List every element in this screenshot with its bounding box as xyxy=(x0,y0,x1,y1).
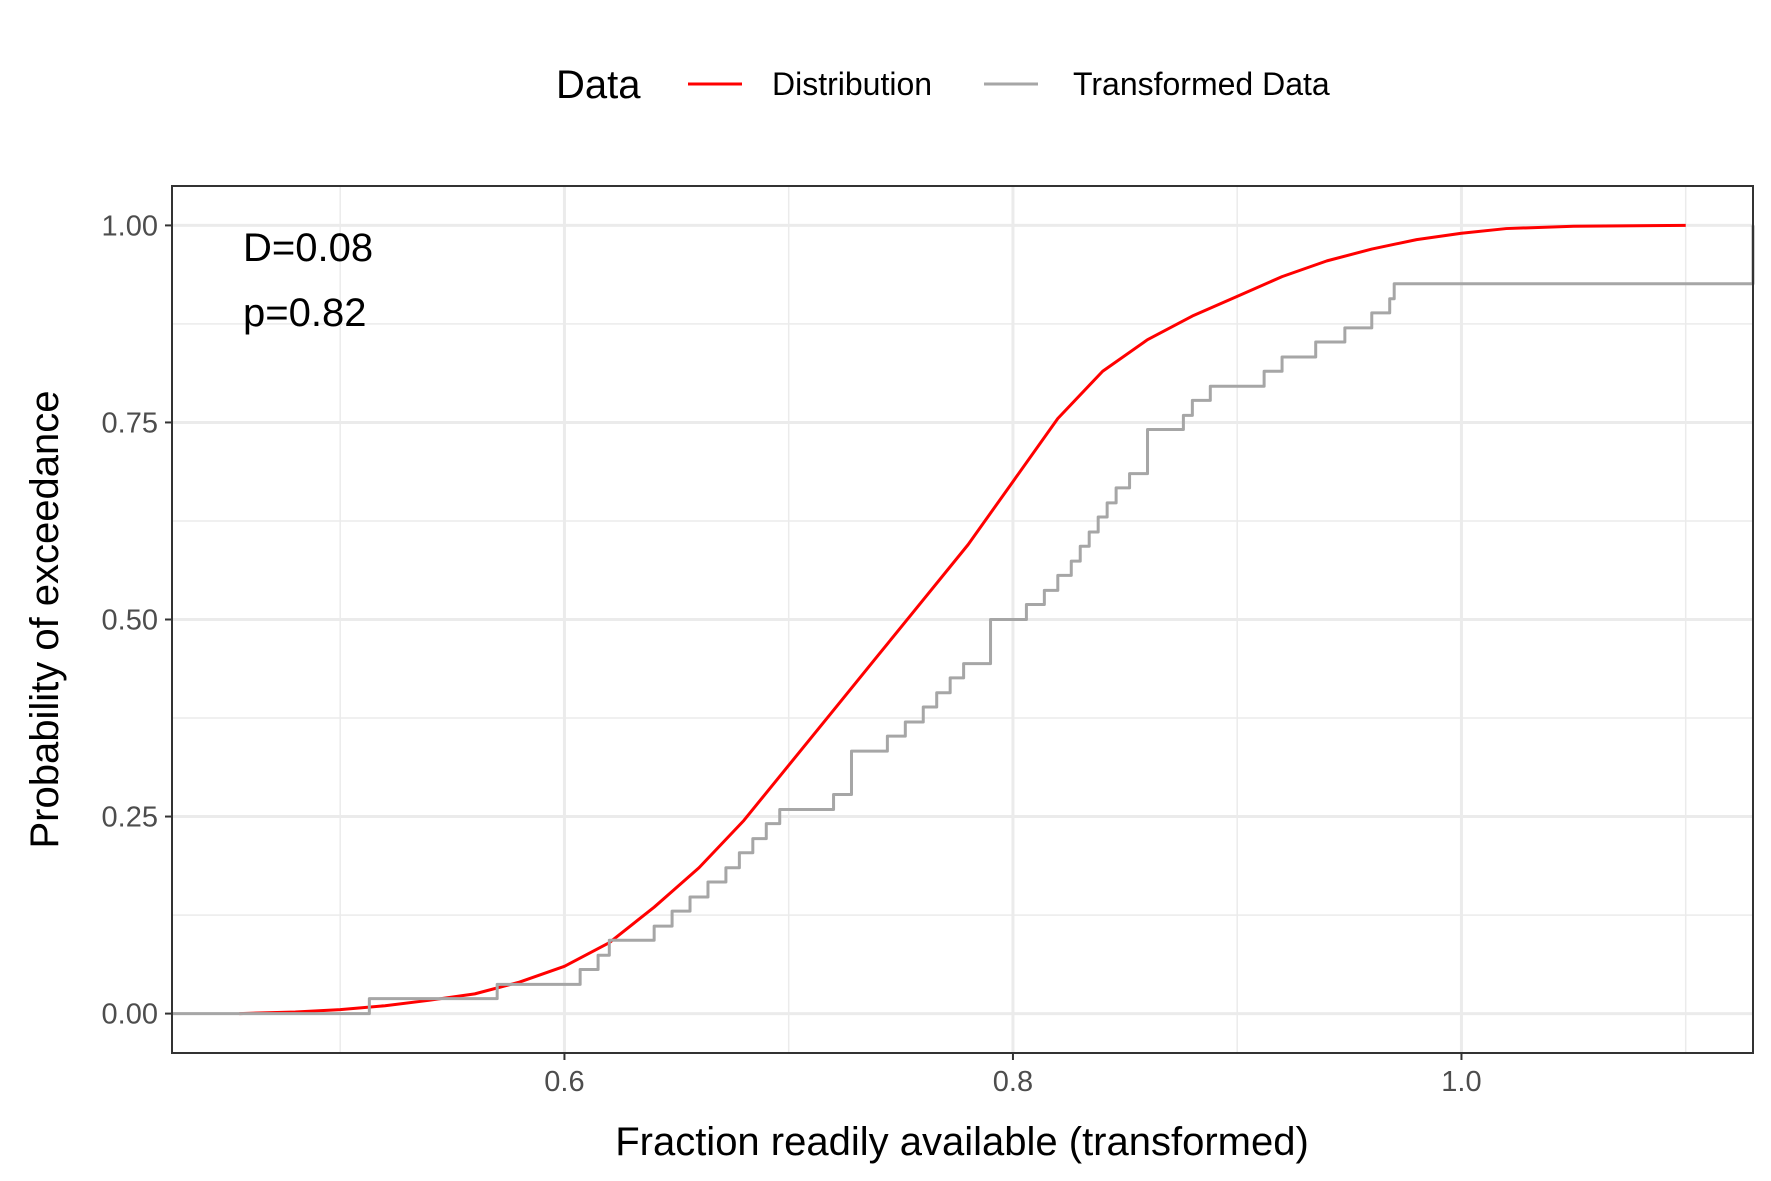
y-tick-label: 0.25 xyxy=(102,802,158,834)
x-axis: 0.6 0.8 1.0 xyxy=(544,1053,1482,1098)
y-axis-title: Probability of exceedance xyxy=(23,390,67,848)
series-line-transformed-data xyxy=(172,225,1755,1016)
y-tick-label: 0.00 xyxy=(102,999,158,1031)
series-layer xyxy=(172,223,1755,1016)
annotation-d-statistic: D=0.08 xyxy=(243,226,373,270)
legend: Data Distribution Transformed Data xyxy=(556,63,1330,107)
y-tick-label: 0.50 xyxy=(102,605,158,637)
annotation-p-value: p=0.82 xyxy=(243,291,366,335)
x-tick-label: 0.8 xyxy=(993,1066,1033,1098)
x-tick-label: 0.6 xyxy=(544,1066,584,1098)
series-line-distribution xyxy=(239,223,1686,1016)
y-tick-label: 1.00 xyxy=(102,210,158,242)
y-tick-label: 0.75 xyxy=(102,407,158,439)
legend-label-distribution: Distribution xyxy=(772,66,932,102)
plot-panel xyxy=(171,185,1755,1054)
legend-label-transformed-data: Transformed Data xyxy=(1073,66,1330,102)
legend-title: Data xyxy=(556,63,641,107)
x-tick-label: 1.0 xyxy=(1441,1066,1481,1098)
y-axis: 0.00 0.25 0.50 0.75 1.00 xyxy=(102,210,172,1031)
x-axis-title: Fraction readily available (transformed) xyxy=(615,1120,1309,1164)
